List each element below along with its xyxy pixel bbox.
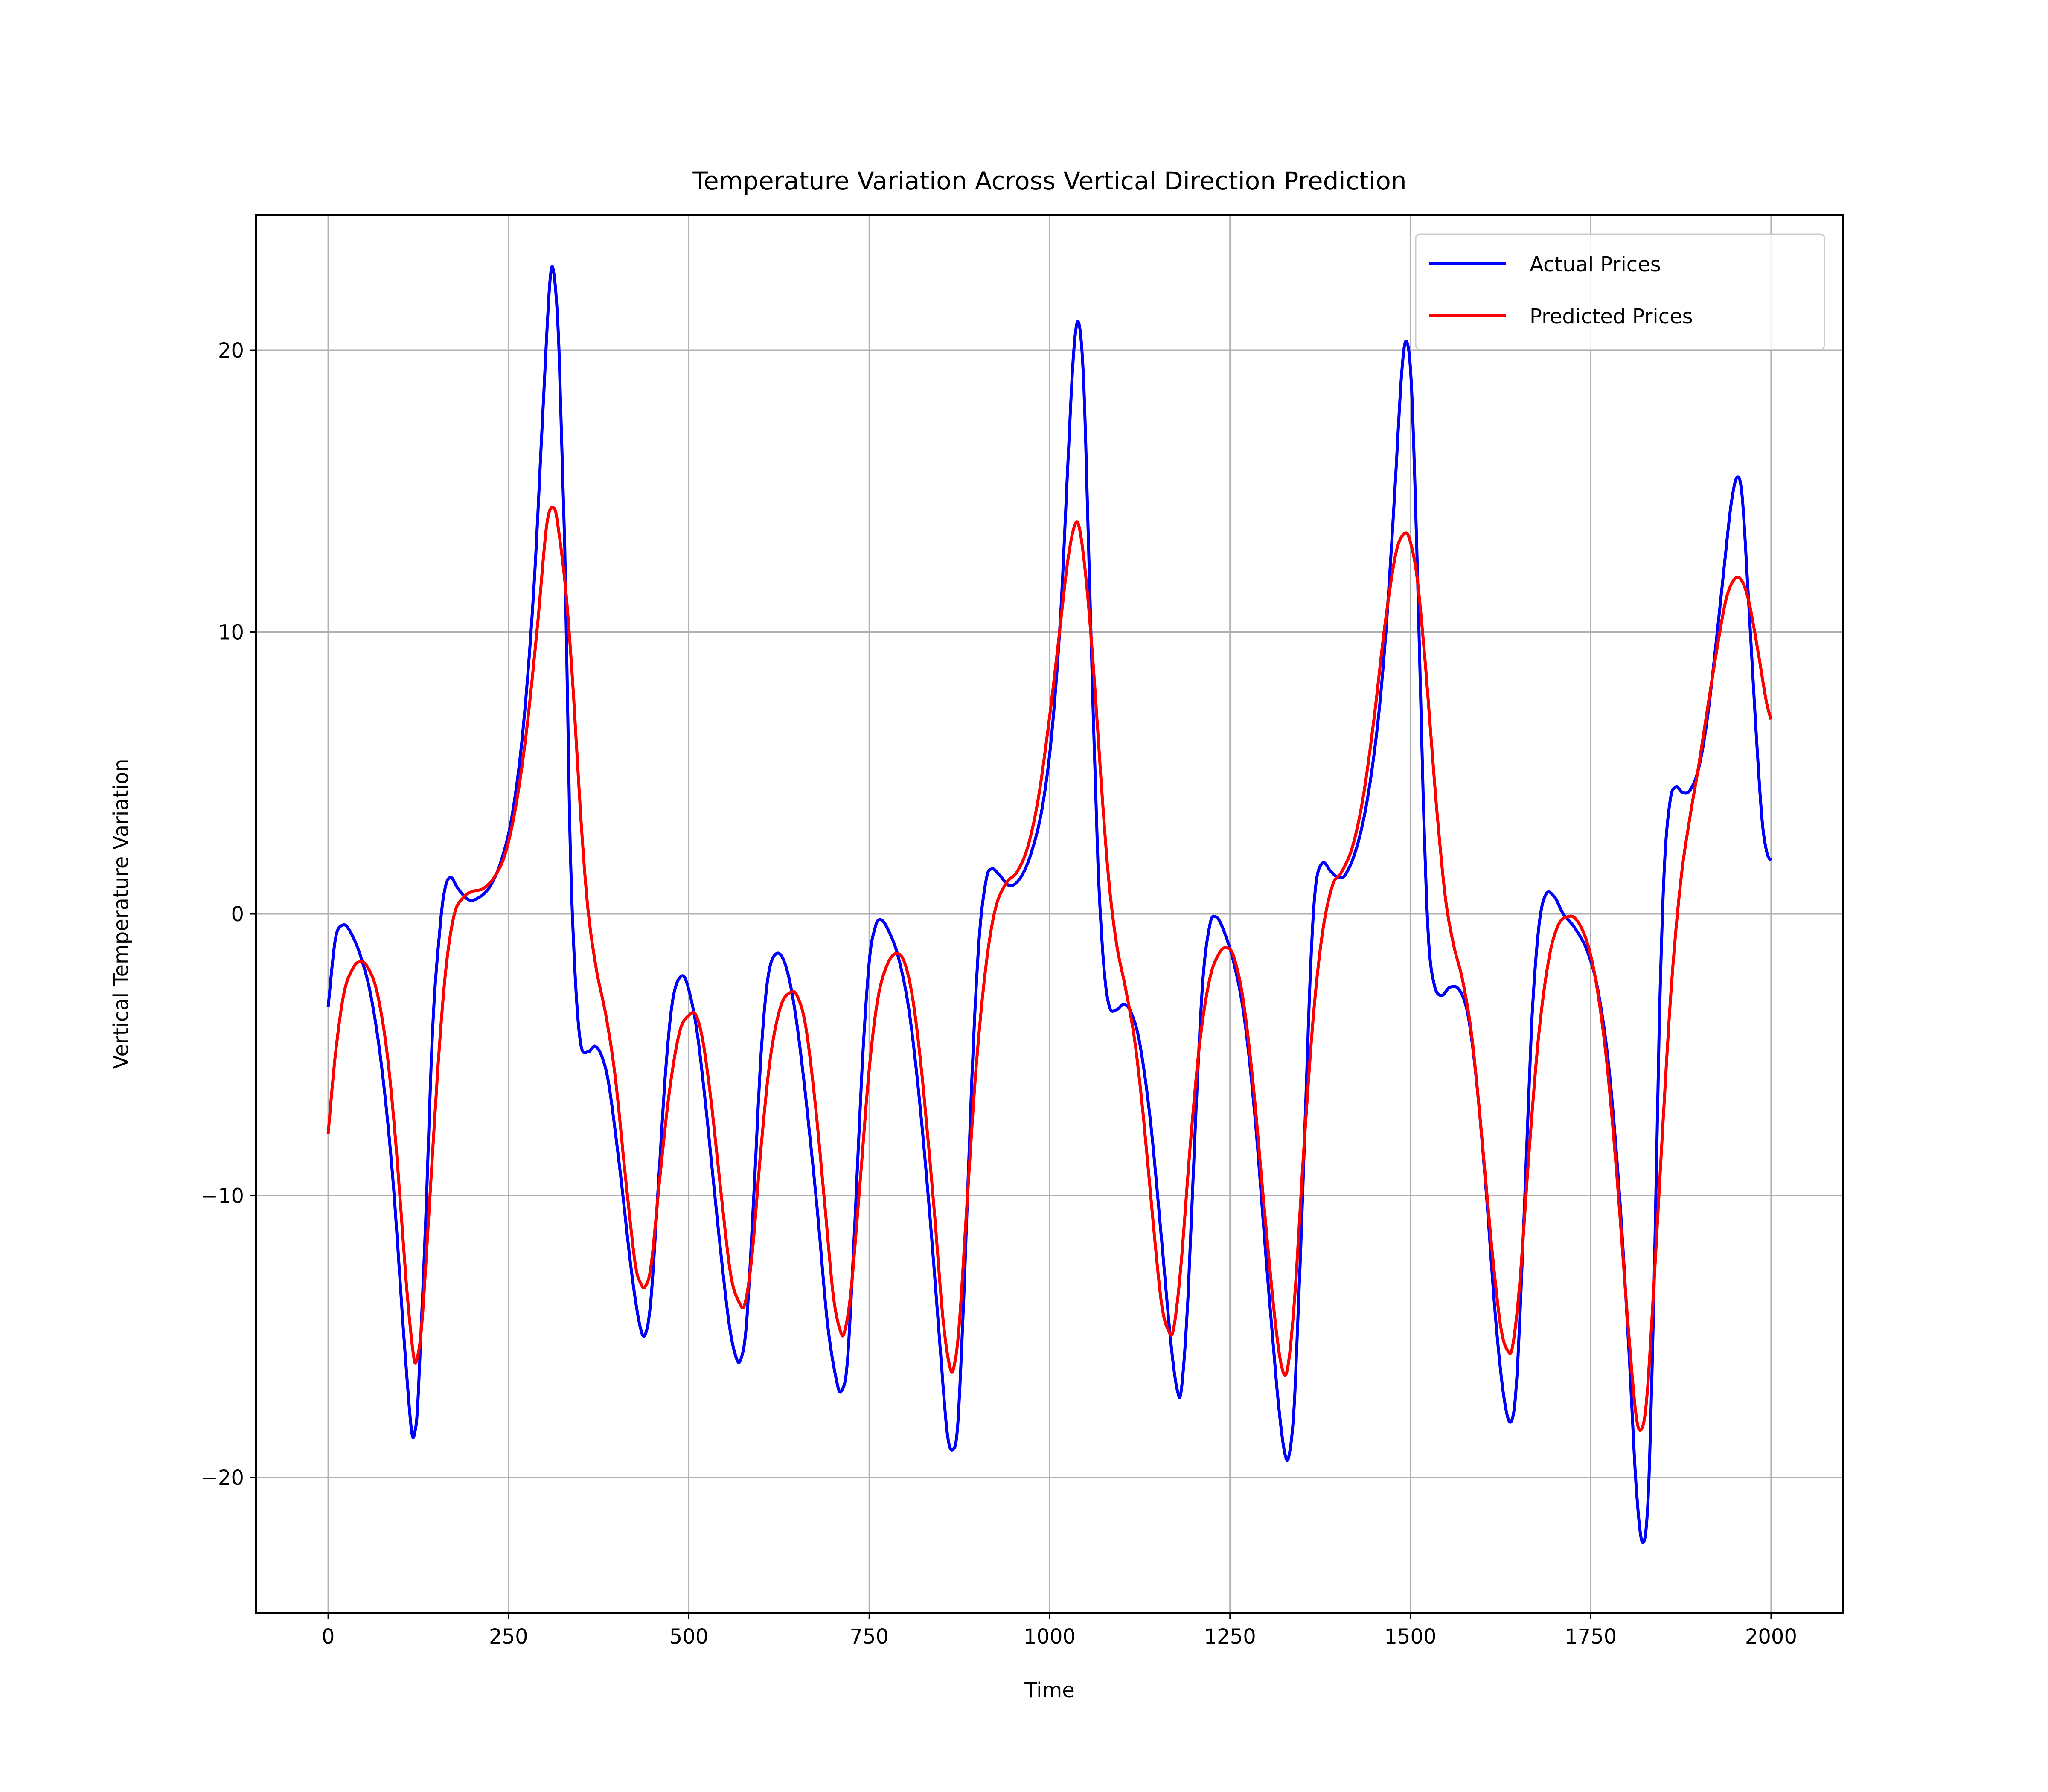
axis-ticks: 0 250 500 750 1000 1250 1500 1750 2000 −20 −10 0 10 2… — [201, 339, 1797, 1649]
x-tick-label: 0 — [322, 1625, 335, 1649]
x-tick-label: 1000 — [1024, 1625, 1076, 1649]
y-tick-label: −20 — [201, 1466, 244, 1490]
x-tick-label: 750 — [849, 1625, 889, 1649]
legend-box — [1415, 233, 1825, 350]
x-tick-label: 500 — [669, 1625, 709, 1649]
x-tick-label: 2000 — [1745, 1625, 1797, 1649]
x-tick-label: 1750 — [1565, 1625, 1617, 1649]
legend-label-actual: Actual Prices — [1530, 253, 1661, 276]
legend-label-predicted: Predicted Prices — [1530, 305, 1693, 329]
y-tick-label: −10 — [201, 1184, 244, 1208]
y-tick-label: 20 — [218, 339, 244, 363]
legend: Actual Prices Predicted Prices — [1415, 233, 1825, 350]
series-line-predicted-prices — [326, 506, 1773, 1432]
grid — [256, 215, 1843, 1613]
y-tick-label: 10 — [218, 621, 244, 645]
x-tick-label: 1500 — [1384, 1625, 1436, 1649]
chart-title: Temperature Variation Across Vertical Di… — [692, 166, 1406, 195]
series-lines — [326, 265, 1773, 1544]
series-line-actual-prices — [326, 265, 1773, 1544]
x-tick-label: 1250 — [1204, 1625, 1256, 1649]
y-tick-label: 0 — [231, 902, 244, 926]
y-axis-label: Vertical Temperature Variation — [109, 759, 133, 1069]
x-axis-label: Time — [1024, 1679, 1074, 1702]
x-tick-label: 250 — [489, 1625, 528, 1649]
